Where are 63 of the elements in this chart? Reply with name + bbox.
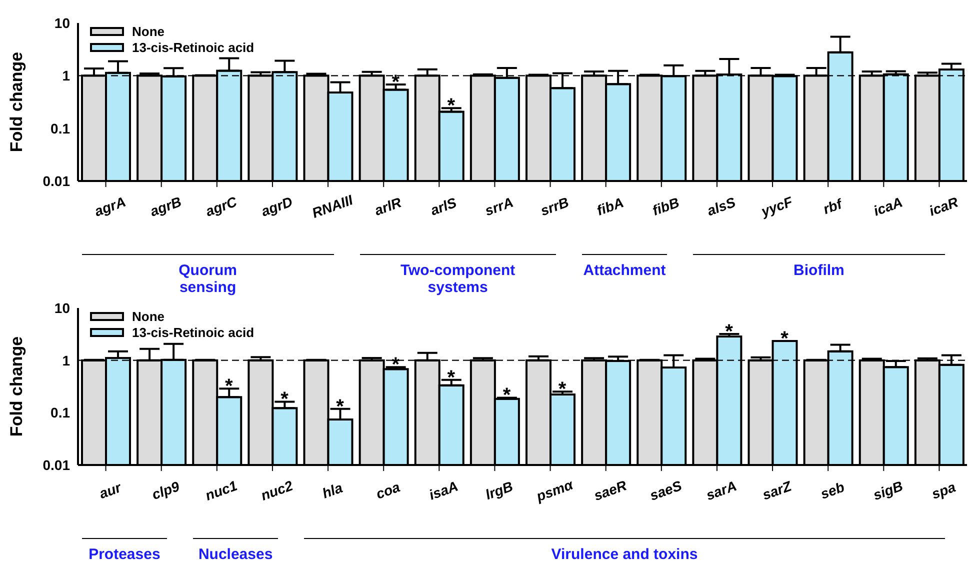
text: Proteases <box>88 546 162 563</box>
x-tick-label: lrgB <box>483 478 515 503</box>
y-tick-label: 0.01 <box>42 172 70 189</box>
x-tick-label: isaA <box>426 478 460 503</box>
y-tick-label: 0.1 <box>50 404 70 421</box>
y-axis-title: Fold change <box>7 52 26 152</box>
x-tick-label: agrC <box>203 193 240 220</box>
x-tick-label: agrA <box>92 193 128 220</box>
x-tick-label: sarZ <box>760 478 794 503</box>
annotation: * <box>447 366 456 389</box>
x-tick-label: spa <box>929 478 958 502</box>
annotation: * <box>502 384 511 407</box>
legend-label: None <box>132 308 164 324</box>
legend-label: 13-cis-Retinoic acid <box>132 324 254 340</box>
text: Two-component systems <box>399 262 516 296</box>
x-tick-label: yycF <box>758 193 795 220</box>
x-tick-label: icaR <box>926 193 961 219</box>
x-tick-label: saeR <box>592 476 630 504</box>
x-tick-label: srrB <box>538 194 571 219</box>
x-tick-label: agrB <box>148 193 184 220</box>
y-tick-label: 0.01 <box>42 456 70 473</box>
text: Quorum sensing <box>178 262 238 296</box>
x-tick-label: hla <box>320 479 345 502</box>
x-tick-label: sarA <box>704 477 739 504</box>
x-tick-label: icaA <box>871 194 905 219</box>
x-tick-label: clp9 <box>150 478 182 503</box>
y-tick-label: 10 <box>54 14 70 31</box>
x-tick-label: arlS <box>428 194 460 218</box>
x-tick-label: RNAIII <box>310 191 356 221</box>
annotation: * <box>725 321 734 344</box>
x-tick-label: aur <box>97 478 124 502</box>
y-tick-label: 10 <box>54 300 70 316</box>
x-tick-label: fibB <box>650 194 682 218</box>
x-tick-label: rbf <box>820 195 846 218</box>
x-tick-label: nuc2 <box>258 477 296 504</box>
annotation: * <box>280 388 289 411</box>
x-tick-label: psmα <box>533 476 576 505</box>
text: Biofilm <box>792 262 846 279</box>
legend-label: 13-cis-Retinoic acid <box>132 40 254 54</box>
annotation: * <box>392 71 400 94</box>
x-tick-label: agrD <box>259 193 294 220</box>
x-tick-label: nuc1 <box>203 477 240 504</box>
annotation: * <box>558 378 566 401</box>
y-tick-label: 1 <box>62 352 70 368</box>
x-tick-label: alsS <box>704 194 738 219</box>
x-tick-label: fibA <box>594 194 626 218</box>
y-axis-title: Fold change <box>7 336 26 437</box>
annotation: * <box>225 376 234 398</box>
text: Nucleases <box>197 546 274 563</box>
annotation: * <box>336 396 344 418</box>
y-tick-label: 1 <box>62 68 70 84</box>
x-tick-label: arlR <box>372 194 404 218</box>
legend-label: None <box>132 24 164 38</box>
x-tick-label: saeS <box>648 476 684 504</box>
text: Attachment <box>582 262 667 279</box>
annotation: * <box>780 328 789 350</box>
x-tick-label: coa <box>374 478 402 502</box>
y-tick-label: 0.1 <box>50 120 70 136</box>
x-tick-label: srrA <box>482 194 516 219</box>
x-tick-label: sigB <box>870 478 905 504</box>
text: Virulence and toxins <box>550 546 699 563</box>
x-tick-label: seb <box>818 478 847 502</box>
annotation: * <box>447 95 456 118</box>
